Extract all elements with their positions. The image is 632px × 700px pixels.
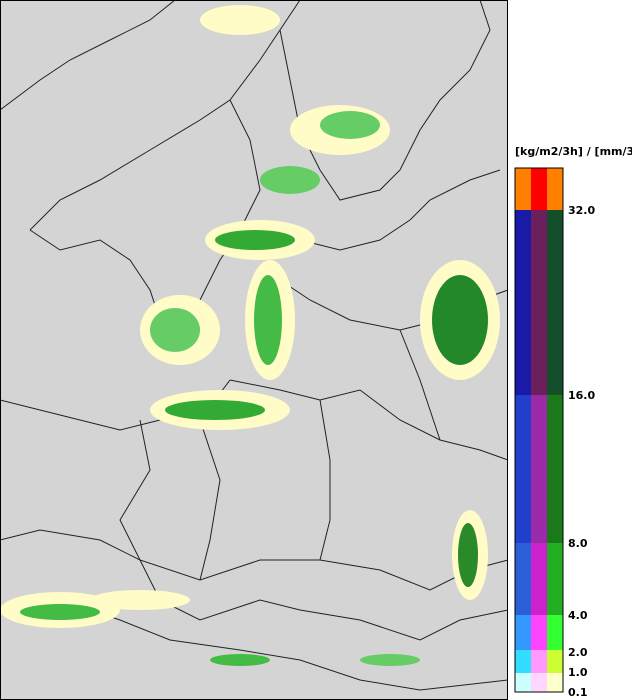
- legend-label: 32.0: [568, 204, 595, 217]
- color-bar: [514, 167, 564, 693]
- legend-label: 16.0: [568, 389, 595, 402]
- legend-label: 1.0: [568, 666, 588, 679]
- precipitation: [0, 5, 500, 666]
- legend-label: 8.0: [568, 537, 588, 550]
- legend-label: 0.1: [568, 686, 588, 699]
- legend-title: [kg/m2/3h] / [mm/3h]: [515, 145, 632, 158]
- legend-label: 4.0: [568, 609, 588, 622]
- legend-label: 2.0: [568, 646, 588, 659]
- borders: [0, 0, 509, 691]
